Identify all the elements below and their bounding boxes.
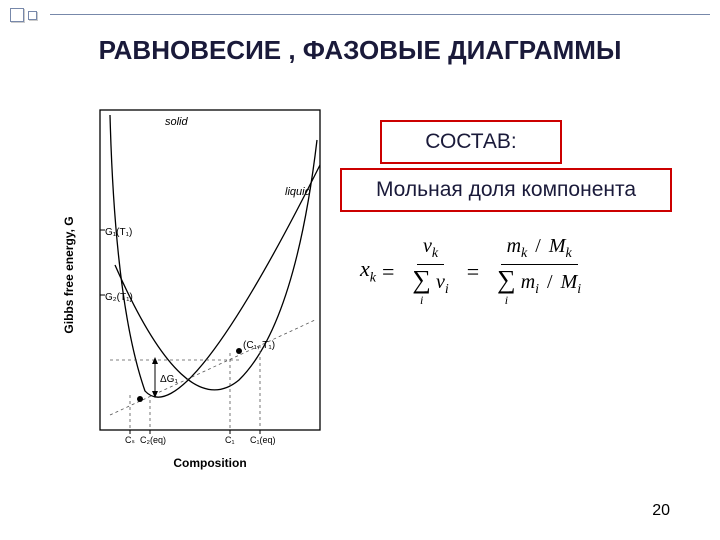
svg-text:Gibbs free energy, G: Gibbs free energy, G bbox=[62, 216, 76, 333]
page-title: РАВНОВЕСИЕ , ФАЗОВЫЕ ДИАГРАММЫ bbox=[0, 35, 720, 66]
svg-text:Cₛ: Cₛ bbox=[125, 435, 135, 445]
svg-text:solid: solid bbox=[165, 116, 189, 128]
top-divider bbox=[50, 14, 710, 15]
mole-fraction-equation: xk = νk ∑i νi = mk / Mk ∑i mi / Mi bbox=[360, 235, 593, 308]
gibbs-diagram: solid liquid G₁(T₁) G₂(T₁) ΔG₁ (C₁, T₁) … bbox=[55, 95, 330, 475]
page-number: 20 bbox=[652, 502, 670, 520]
deco-square-large bbox=[10, 8, 24, 22]
svg-text:(C₁, T₁): (C₁, T₁) bbox=[243, 340, 275, 351]
svg-text:C₂(eq): C₂(eq) bbox=[140, 435, 166, 445]
box-mole-fraction: Мольная доля компонента bbox=[340, 168, 672, 212]
box-sostav: СОСТАВ: bbox=[380, 120, 562, 164]
svg-text:C₁(eq): C₁(eq) bbox=[250, 435, 276, 445]
svg-text:G₂(T₁): G₂(T₁) bbox=[105, 292, 133, 303]
svg-text:liquid: liquid bbox=[285, 186, 312, 198]
svg-text:C₁: C₁ bbox=[225, 435, 235, 445]
svg-text:Composition: Composition bbox=[173, 456, 246, 470]
svg-text:ΔG₁: ΔG₁ bbox=[160, 374, 178, 385]
svg-text:G₁(T₁): G₁(T₁) bbox=[105, 227, 132, 238]
deco-square-small bbox=[28, 11, 37, 20]
